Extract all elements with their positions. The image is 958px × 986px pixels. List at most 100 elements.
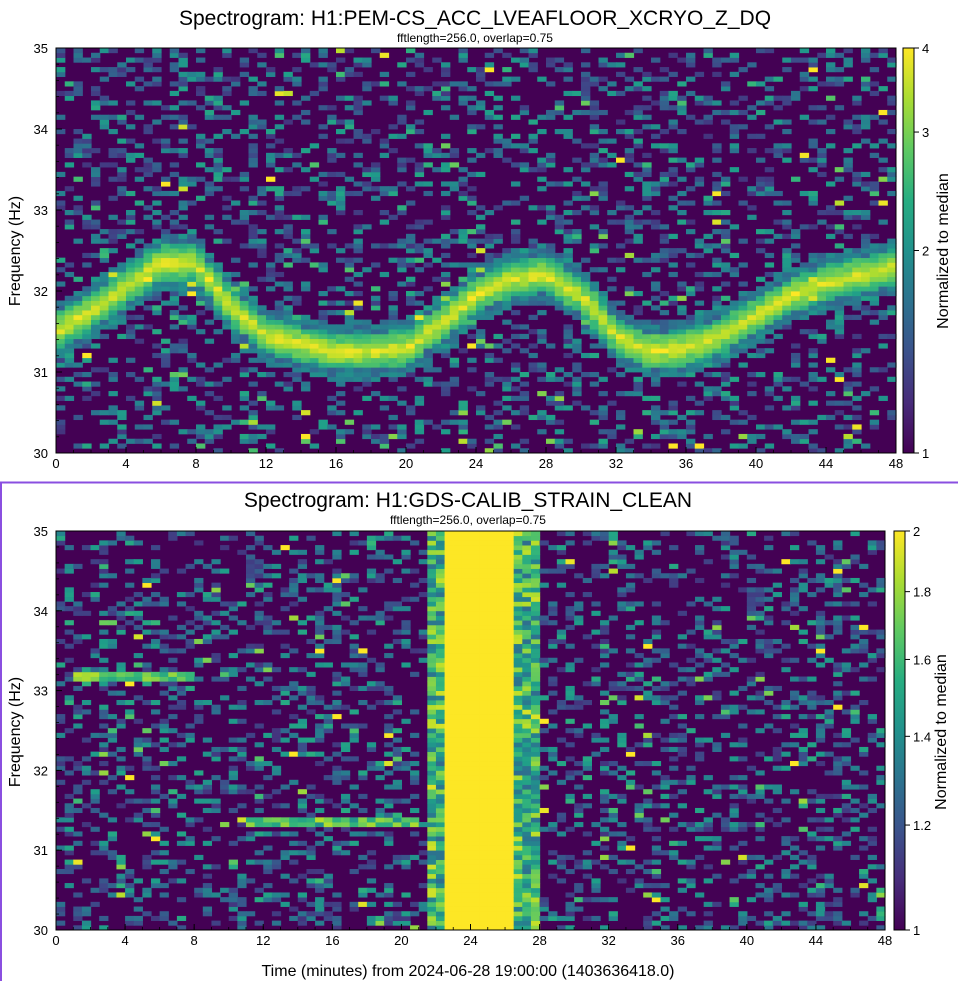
heatmap-cell xyxy=(170,234,179,239)
heatmap-cell xyxy=(91,410,100,415)
heatmap-cell xyxy=(835,224,844,229)
heatmap-cell xyxy=(284,167,293,172)
heatmap-cell xyxy=(677,220,686,225)
heatmap-cell xyxy=(616,339,625,344)
heatmap-cell xyxy=(194,677,203,682)
heatmap-cell xyxy=(419,592,428,597)
heatmap-cell xyxy=(281,606,290,611)
heatmap-cell xyxy=(116,784,125,789)
heatmap-cell xyxy=(424,220,433,225)
heatmap-cell xyxy=(660,358,669,363)
heatmap-cell xyxy=(345,358,354,363)
heatmap-cell xyxy=(826,48,835,53)
heatmap-cell xyxy=(324,911,333,916)
heatmap-cell xyxy=(739,362,748,367)
heatmap-cell xyxy=(406,72,415,77)
heatmap-cell xyxy=(152,186,161,191)
heatmap-cell xyxy=(462,850,471,855)
heatmap-cell xyxy=(537,391,546,396)
heatmap-cell xyxy=(511,334,520,339)
heatmap-cell xyxy=(371,391,380,396)
heatmap-cell xyxy=(117,267,126,272)
heatmap-cell xyxy=(756,291,765,296)
heatmap-cell xyxy=(327,158,336,163)
heatmap-cell xyxy=(168,648,177,653)
heatmap-cell xyxy=(852,262,861,267)
heatmap-cell xyxy=(292,186,301,191)
heatmap-cell xyxy=(222,48,231,53)
heatmap-cell xyxy=(336,258,345,263)
heatmap-cell xyxy=(677,58,686,63)
heatmap-cell xyxy=(436,860,445,865)
heatmap-cell xyxy=(203,841,212,846)
heatmap-cell xyxy=(263,892,272,897)
heatmap-cell xyxy=(651,367,660,372)
heatmap-cell xyxy=(56,48,65,53)
heatmap-cell xyxy=(56,429,65,434)
heatmap-cell xyxy=(332,611,341,616)
heatmap-cell xyxy=(791,343,800,348)
heatmap-cell xyxy=(319,215,328,220)
heatmap-cell xyxy=(327,148,336,153)
heatmap-cell xyxy=(281,686,290,691)
heatmap-cell xyxy=(327,343,336,348)
heatmap-cell xyxy=(721,334,730,339)
heatmap-cell xyxy=(56,305,65,310)
heatmap-cell xyxy=(142,831,151,836)
heatmap-cell xyxy=(450,362,459,367)
heatmap-cell xyxy=(485,377,494,382)
heatmap-cell xyxy=(791,258,800,263)
heatmap-cell xyxy=(686,229,695,234)
heatmap-cell xyxy=(445,723,454,728)
heatmap-cell xyxy=(572,386,581,391)
heatmap-cell xyxy=(427,606,436,611)
heatmap-cell xyxy=(747,310,756,315)
heatmap-cell xyxy=(284,329,293,334)
heatmap-cell xyxy=(179,286,188,291)
heatmap-cell xyxy=(160,677,169,682)
heatmap-cell xyxy=(362,172,371,177)
heatmap-cell xyxy=(427,916,436,921)
heatmap-cell xyxy=(135,239,144,244)
heatmap-cell xyxy=(870,258,879,263)
heatmap-cell xyxy=(345,367,354,372)
x-tick-label: 24 xyxy=(469,456,483,471)
heatmap-cell xyxy=(358,700,367,705)
heatmap-cell xyxy=(389,377,398,382)
heatmap-cell xyxy=(100,315,109,320)
heatmap-cell xyxy=(194,540,203,545)
heatmap-cell xyxy=(73,709,82,714)
heatmap-cell xyxy=(99,681,108,686)
heatmap-cell xyxy=(453,850,462,855)
heatmap-cell xyxy=(100,239,109,244)
heatmap-cell xyxy=(292,401,301,406)
heatmap-cell xyxy=(747,343,756,348)
heatmap-cell xyxy=(445,554,454,559)
heatmap-cell xyxy=(125,597,134,602)
heatmap-cell xyxy=(168,878,177,883)
heatmap-cell xyxy=(581,143,590,148)
heatmap-cell xyxy=(870,296,879,301)
heatmap-cell xyxy=(791,229,800,234)
heatmap-cell xyxy=(354,320,363,325)
heatmap-cell xyxy=(117,167,126,172)
heatmap-cell xyxy=(100,324,109,329)
heatmap-cell xyxy=(844,267,853,272)
heatmap-cell xyxy=(712,339,721,344)
heatmap-cell xyxy=(712,262,721,267)
heatmap-cell xyxy=(255,615,264,620)
heatmap-cell xyxy=(852,372,861,377)
heatmap-cell xyxy=(284,215,293,220)
heatmap-cell xyxy=(371,343,380,348)
heatmap-cell xyxy=(315,897,324,902)
heatmap-cell xyxy=(625,229,634,234)
heatmap-cell xyxy=(99,672,108,677)
heatmap-cell xyxy=(324,606,333,611)
heatmap-cell xyxy=(826,296,835,301)
heatmap-cell xyxy=(739,410,748,415)
heatmap-cell xyxy=(436,691,445,696)
heatmap-cell xyxy=(835,372,844,377)
heatmap-cell xyxy=(494,434,503,439)
heatmap-cell xyxy=(581,167,590,172)
heatmap-cell xyxy=(415,291,424,296)
